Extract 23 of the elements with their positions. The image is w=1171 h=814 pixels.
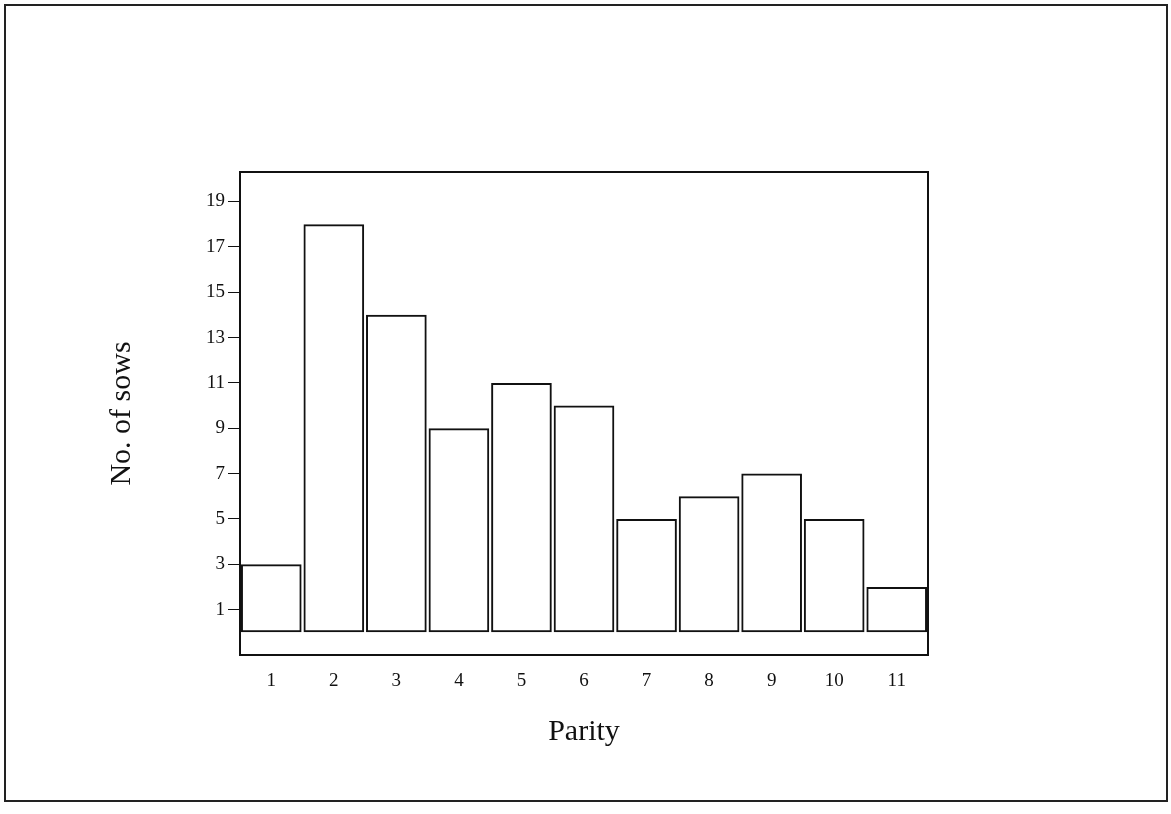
x-tick-label: 11 [887, 669, 906, 691]
y-tick-label: 5 [215, 506, 225, 528]
x-tick-label: 5 [516, 669, 527, 691]
y-tick-label: 3 [215, 552, 225, 574]
y-tick-label: 19 [206, 189, 225, 211]
y-tick-label: 15 [206, 280, 225, 302]
y-axis-title: No. of sows [102, 341, 136, 486]
y-tick-label: 13 [206, 325, 225, 347]
x-tick-label: 1 [266, 669, 277, 691]
y-tick-label: 11 [206, 370, 225, 392]
x-tick-label: 7 [641, 669, 652, 691]
y-tick-label: 9 [215, 416, 225, 438]
x-tick-label: 9 [766, 669, 777, 691]
x-tick-label: 2 [329, 669, 339, 691]
x-axis-title: Parity [548, 712, 620, 746]
x-tick-label: 10 [824, 669, 844, 691]
x-tick-label: 3 [391, 669, 402, 691]
y-tick-label: 7 [215, 461, 225, 483]
y-tick-label: 17 [206, 234, 225, 256]
y-tick-label: 1 [215, 597, 225, 619]
x-tick-label: 4 [454, 669, 465, 691]
x-tick-label: 6 [579, 669, 589, 691]
x-tick-label: 8 [704, 669, 714, 691]
